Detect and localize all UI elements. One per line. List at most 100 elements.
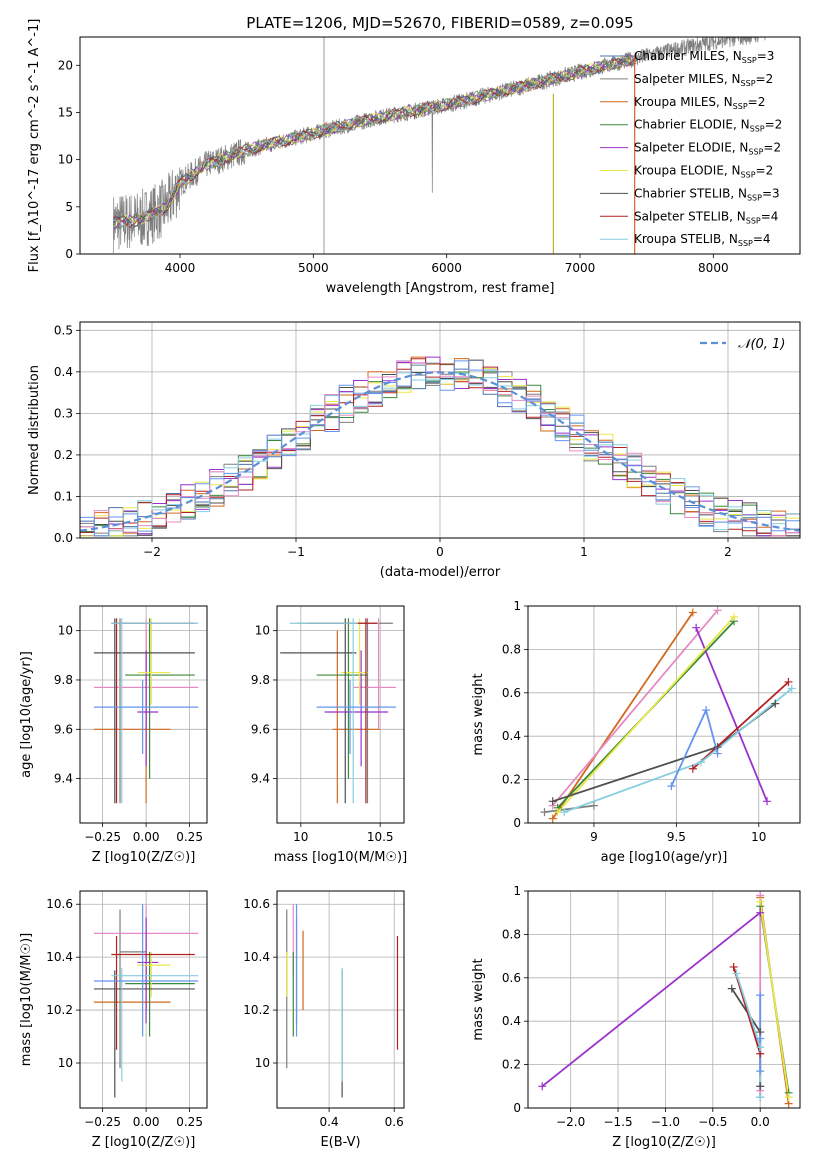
- weight-line: [695, 627, 768, 802]
- weight-marker: [713, 606, 722, 615]
- weight-marker: [540, 808, 549, 817]
- legend-label: Salpeter STELIB, NSSP=4: [634, 209, 778, 225]
- x-tick-label: 0.4: [320, 1115, 339, 1129]
- y-tick-label: 10: [58, 1056, 73, 1070]
- x-axis-label: E(B-V): [320, 1135, 360, 1150]
- residual-histogram: [80, 372, 800, 538]
- weight-marker: [732, 969, 741, 978]
- x-tick-label: −1: [287, 545, 305, 559]
- weight-line: [759, 901, 790, 1098]
- residuals-panel: −2 −1 0 1 2 0.0 0.1 0.2 0.3 0.4 0.5 (data-model)/er…: [27, 321, 801, 580]
- residual-histogram: [80, 360, 800, 538]
- weight-line: [552, 702, 776, 803]
- weight-marker: [756, 1067, 765, 1076]
- x-tick-label: 0.0: [751, 1115, 770, 1129]
- y-tick-label: 1: [513, 599, 521, 613]
- weight-line: [557, 616, 735, 813]
- y-axis-label: mass [log10(M/M☉)]: [19, 933, 34, 1066]
- weight-marker: [560, 808, 569, 817]
- y-tick-label: 9.6: [251, 722, 270, 736]
- weight-line: [551, 611, 694, 820]
- weight_vs_Z-panel: −2.0 −1.5 −1.0 −0.5 0.0 0 0.2 0.4 0.6 0.8 1 Z [log1…: [471, 884, 801, 1150]
- model-fit-line: [113, 53, 637, 228]
- model-fit-line: [112, 57, 637, 228]
- weight-marker: [688, 764, 697, 773]
- mass_vs_Z-panel: −0.25 0.00 0.25 10 10.2 10.4 10.6 Z [log10(Z/Z☉…: [19, 890, 208, 1150]
- weight-marker: [713, 749, 722, 758]
- mass_vs_ebv-plot-area: [286, 904, 399, 1098]
- x-tick-label: 10.5: [367, 830, 394, 844]
- x-tick-label: 8000: [698, 261, 729, 275]
- y-axis-label: mass weight: [471, 958, 486, 1040]
- weight-line: [692, 681, 790, 770]
- x-tick-label: −0.25: [84, 1115, 121, 1129]
- y-tick-label: 0.0: [54, 531, 73, 545]
- weight-marker: [771, 699, 780, 708]
- y-tick-label: 10.6: [46, 897, 73, 911]
- legend-label: 𝒩(0, 1): [738, 337, 785, 352]
- y-tick-label: 0.2: [502, 1058, 521, 1072]
- y-tick-label: 9.4: [251, 772, 270, 786]
- age_vs_Z-frame: [79, 605, 208, 824]
- y-axis-label: Normed distribution: [27, 365, 42, 495]
- x-tick-label: 10: [293, 830, 308, 844]
- x-tick-label: −0.5: [698, 1115, 727, 1129]
- y-tick-label: 0: [513, 816, 521, 830]
- weight-marker: [756, 908, 765, 917]
- weight-marker: [730, 612, 739, 621]
- x-axis-label: mass [log10(M/M☉)]: [274, 850, 407, 865]
- x-tick-label: −2: [143, 545, 161, 559]
- x-tick-label: 9: [590, 830, 598, 844]
- weight-marker: [538, 1082, 547, 1091]
- weight-marker: [702, 706, 711, 715]
- model-fit-line: [112, 53, 637, 230]
- weight-marker: [784, 1093, 793, 1102]
- x-tick-label: −0.25: [84, 830, 121, 844]
- y-axis-label: Flux [f_λ10^-17 erg cm^-2 s^-1 A^-1]: [27, 19, 42, 273]
- weight-marker: [756, 897, 765, 906]
- mass_vs_ebv-panel: 0.4 0.6 10 10.2 10.4 10.6 E(B-V): [243, 890, 405, 1150]
- legend-label: Kroupa STELIB, NSSP=4: [634, 232, 771, 248]
- weight-marker: [729, 962, 738, 971]
- age_vs_mass-plot-area: [280, 618, 397, 804]
- y-axis-label: age [log10(age/yr)]: [19, 651, 34, 778]
- x-axis-label: Z [log10(Z/Z☉)]: [612, 1135, 716, 1150]
- y-tick-label: 10.4: [243, 950, 270, 964]
- x-tick-label: 4000: [165, 261, 196, 275]
- y-tick-label: 1: [513, 884, 521, 898]
- legend-label: Salpeter ELODIE, NSSP=2: [634, 141, 781, 157]
- y-tick-label: 10: [255, 624, 270, 638]
- y-tick-label: 0.8: [502, 642, 521, 656]
- spectrum-plot-area: [112, 37, 767, 254]
- y-tick-label: 5: [65, 200, 73, 214]
- mass_vs_Z-plot-area: [93, 904, 199, 1098]
- weight-marker: [756, 991, 765, 1000]
- y-tick-label: 9.6: [54, 722, 73, 736]
- y-tick-label: 0.4: [502, 729, 521, 743]
- weight_vs_age-panel: 9 9.5 10 0 0.2 0.4 0.6 0.8 1 age [log10(age/yr)] m…: [471, 599, 801, 865]
- weight_vs_Z-frame: [527, 890, 801, 1109]
- legend-label: Salpeter MILES, NSSP=2: [634, 72, 773, 88]
- chart-title: PLATE=1206, MJD=52670, FIBERID=0589, z=0…: [246, 14, 633, 32]
- y-tick-label: 0.6: [502, 686, 521, 700]
- weight-line: [670, 707, 719, 787]
- y-tick-label: 10.2: [46, 1003, 73, 1017]
- x-tick-label: 0.25: [176, 1115, 203, 1129]
- residuals-frame: [79, 321, 801, 539]
- weight-marker: [727, 984, 736, 993]
- x-tick-label: 0.25: [176, 830, 203, 844]
- x-tick-label: 0.00: [133, 1115, 160, 1129]
- weight-marker: [756, 1043, 765, 1052]
- weight-marker: [756, 1034, 765, 1043]
- weight-marker: [787, 684, 796, 693]
- mass_vs_ebv-frame: [276, 890, 405, 1109]
- weight-line: [541, 911, 761, 1088]
- y-tick-label: 10.4: [46, 950, 73, 964]
- y-tick-label: 0.1: [54, 489, 73, 503]
- legend-label: Kroupa MILES, NSSP=2: [634, 95, 765, 111]
- y-tick-label: 0: [65, 247, 73, 261]
- legend-label: Kroupa ELODIE, NSSP=2: [634, 164, 773, 180]
- y-tick-label: 0.4: [54, 365, 73, 379]
- legend-label: Chabrier MILES, NSSP=3: [634, 49, 774, 65]
- weight-marker: [784, 677, 793, 686]
